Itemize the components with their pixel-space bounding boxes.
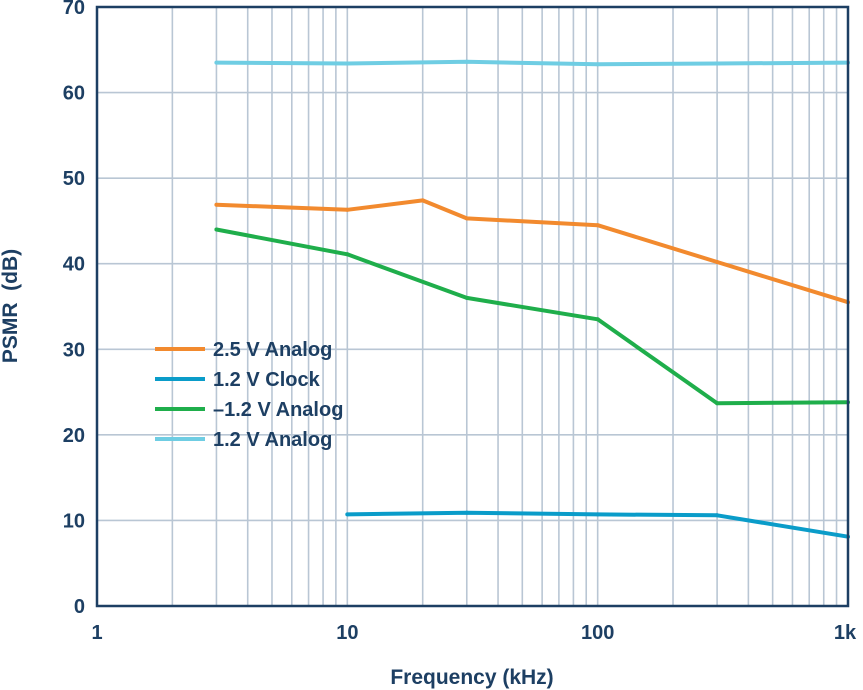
data-point (345, 61, 350, 66)
data-point (214, 202, 219, 207)
series-line-1 (216, 198, 849, 305)
y-tick-label: 10 (63, 510, 85, 532)
data-point (464, 59, 469, 64)
x-tick-label: 1 (91, 622, 102, 644)
legend: 2.5 V Analog 1.2 V Clock –1.2 V Analog 1.2 … (155, 339, 343, 451)
plot-frame (95, 5, 850, 608)
data-point (595, 317, 600, 322)
x-tick-label: 100 (581, 622, 614, 644)
tick-labels: 0 10 20 30 40 50 60 70 1 10 100 1k (63, 0, 857, 644)
series-layer (214, 59, 850, 539)
data-point (214, 227, 219, 232)
y-tick-label: 30 (63, 339, 85, 361)
data-point (464, 216, 469, 221)
data-point (464, 295, 469, 300)
y-tick-label: 70 (63, 0, 85, 19)
legend-label: –1.2 V Analog (213, 399, 343, 421)
data-point (715, 61, 720, 66)
y-tick-label: 50 (63, 168, 85, 190)
y-tick-label: 60 (63, 83, 85, 105)
y-tick-label: 40 (63, 254, 85, 276)
y-axis-title: PSMR (dB) (0, 249, 22, 363)
data-point (595, 512, 600, 517)
x-axis-title: Frequency (kHz) (390, 666, 553, 689)
data-point (420, 198, 425, 203)
legend-label: 2.5 V Analog (213, 339, 332, 361)
y-tick-label: 20 (63, 425, 85, 447)
data-point (345, 512, 350, 517)
series-line-3 (216, 227, 849, 406)
legend-label: 1.2 V Analog (213, 429, 332, 451)
legend-label: 1.2 V Clock (213, 369, 321, 391)
x-tick-label: 1k (834, 622, 857, 644)
series-line-4 (216, 59, 849, 67)
x-tick-label: 10 (336, 622, 358, 644)
data-point (214, 60, 219, 65)
y-tick-label: 0 (74, 596, 85, 618)
data-point (715, 401, 720, 406)
grid (96, 6, 848, 607)
data-point (715, 513, 720, 518)
data-point (715, 260, 720, 264)
data-point (595, 62, 600, 67)
data-point (464, 510, 469, 515)
data-point (595, 223, 600, 228)
data-point (345, 252, 350, 257)
data-point (345, 207, 350, 212)
